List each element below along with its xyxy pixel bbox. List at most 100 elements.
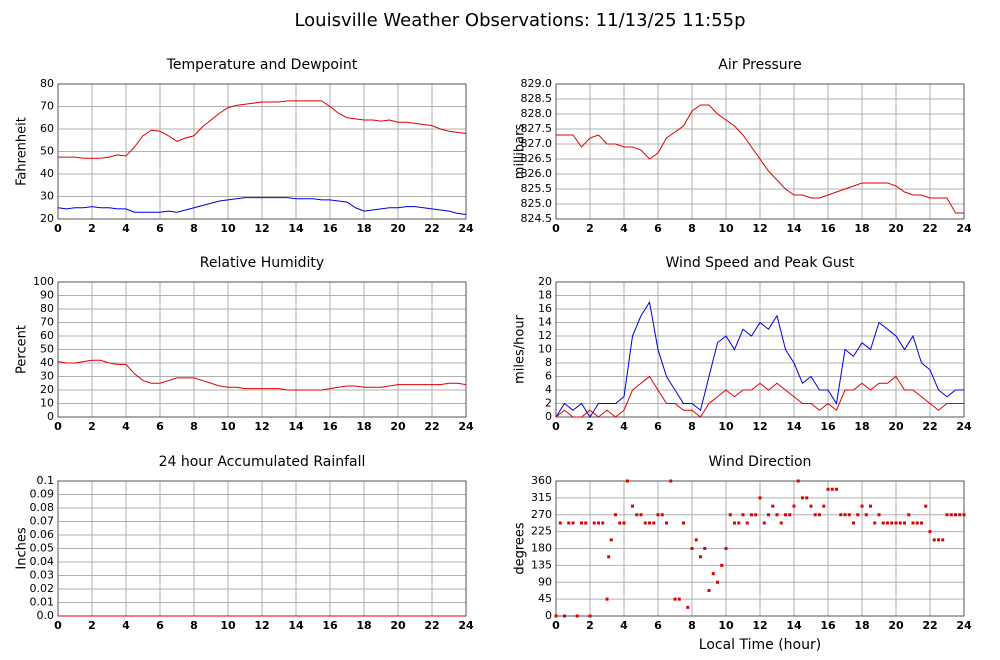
data-line xyxy=(555,375,964,418)
data-point xyxy=(788,513,792,517)
chart-title: Air Pressure xyxy=(718,57,801,73)
data-point xyxy=(707,589,711,592)
data-point xyxy=(720,563,724,567)
y-tick-label: 0.05 xyxy=(30,542,55,555)
y-tick-label: 90 xyxy=(538,575,552,588)
data-point xyxy=(580,521,583,525)
data-point xyxy=(694,538,698,542)
x-tick-label: 14 xyxy=(288,222,304,235)
y-tick-label: 180 xyxy=(531,542,552,555)
y-tick-label: 18 xyxy=(538,289,552,302)
x-tick-label: 2 xyxy=(586,420,594,433)
x-tick-label: 22 xyxy=(922,619,937,632)
x-tick-label: 22 xyxy=(424,619,439,632)
y-tick-label: 12 xyxy=(538,329,552,342)
data-point xyxy=(656,513,660,517)
x-tick-label: 6 xyxy=(156,420,164,433)
x-tick-label: 20 xyxy=(888,420,904,433)
x-tick-label: 4 xyxy=(122,222,130,235)
x-tick-label: 0 xyxy=(552,222,560,235)
y-tick-label: 225 xyxy=(531,525,552,538)
data-point xyxy=(907,513,911,517)
data-point xyxy=(563,614,566,618)
data-point xyxy=(716,580,719,584)
data-point xyxy=(575,614,579,618)
data-point xyxy=(686,605,690,609)
y-tick-label: 20 xyxy=(40,212,54,225)
y-tick-label: 40 xyxy=(40,356,54,369)
x-tick-label: 14 xyxy=(288,619,304,632)
y-tick-label: 0.04 xyxy=(30,555,55,568)
data-point xyxy=(554,614,558,618)
y-tick-label: 0.03 xyxy=(30,569,55,582)
data-point xyxy=(818,513,821,517)
data-point xyxy=(733,521,736,525)
data-point xyxy=(920,521,923,525)
x-tick-label: 20 xyxy=(390,619,406,632)
data-point xyxy=(699,555,702,559)
x-tick-label: 8 xyxy=(190,619,198,632)
x-tick-label: 12 xyxy=(752,222,767,235)
x-tick-label: 16 xyxy=(322,420,338,433)
y-tick-label: 70 xyxy=(40,316,54,329)
x-tick-label: 8 xyxy=(190,420,198,433)
data-point xyxy=(754,513,758,517)
y-tick-label: 80 xyxy=(40,302,54,315)
data-point xyxy=(660,513,664,517)
x-tick-label: 8 xyxy=(688,420,696,433)
x-tick-label: 8 xyxy=(688,222,696,235)
x-tick-label: 4 xyxy=(620,222,628,235)
y-tick-label: 0.1 xyxy=(37,474,55,487)
data-point xyxy=(949,513,953,517)
y-tick-label: 40 xyxy=(40,167,54,180)
data-point xyxy=(669,479,673,483)
x-tick-label: 24 xyxy=(458,222,474,235)
y-tick-label: 824.5 xyxy=(521,212,553,225)
data-point xyxy=(962,513,966,517)
data-line xyxy=(57,359,467,391)
data-point xyxy=(635,513,639,517)
data-point xyxy=(954,513,957,517)
data-line xyxy=(555,300,964,418)
x-tick-label: 6 xyxy=(156,619,164,632)
data-point xyxy=(941,538,945,542)
data-point xyxy=(607,555,611,559)
data-line xyxy=(57,197,467,215)
data-point xyxy=(813,513,817,517)
x-tick-label: 14 xyxy=(786,222,802,235)
y-tick-label: 20 xyxy=(538,275,552,288)
y-tick-label: 0 xyxy=(545,410,552,423)
y-tick-label: 50 xyxy=(40,145,54,158)
data-point xyxy=(826,487,830,491)
y-tick-label: 829.0 xyxy=(521,77,553,90)
data-point xyxy=(779,521,783,525)
x-tick-label: 14 xyxy=(786,420,802,433)
y-tick-label: 50 xyxy=(40,343,54,356)
data-point xyxy=(618,521,622,525)
x-tick-label: 2 xyxy=(88,619,96,632)
data-point xyxy=(745,521,749,525)
data-point xyxy=(737,521,741,525)
x-tick-label: 24 xyxy=(956,619,972,632)
data-point xyxy=(762,521,766,525)
x-tick-label: 14 xyxy=(288,420,304,433)
data-point xyxy=(860,504,864,508)
y-tick-label: 0 xyxy=(47,410,54,423)
x-tick-label: 22 xyxy=(424,420,439,433)
plot-frame xyxy=(555,83,965,220)
y-tick-label: 60 xyxy=(40,329,54,342)
plot-frame xyxy=(57,281,467,418)
y-tick-label: 10 xyxy=(40,397,54,410)
data-point xyxy=(928,530,932,534)
data-point xyxy=(758,496,762,500)
data-point xyxy=(958,513,962,517)
x-tick-label: 20 xyxy=(888,222,904,235)
data-point xyxy=(830,487,834,491)
y-axis-label: degrees xyxy=(513,522,528,575)
x-tick-label: 10 xyxy=(220,619,236,632)
x-tick-label: 24 xyxy=(458,420,474,433)
chart-title: Wind Direction xyxy=(709,454,812,470)
data-point xyxy=(588,614,592,618)
data-line xyxy=(556,104,964,214)
data-point xyxy=(937,538,940,542)
